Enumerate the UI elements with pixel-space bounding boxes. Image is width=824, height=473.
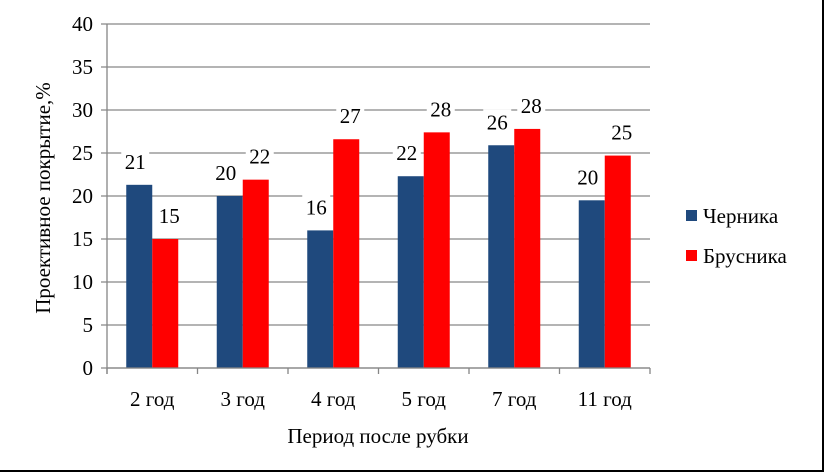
gridlines bbox=[101, 23, 650, 374]
bars bbox=[126, 128, 631, 368]
data-label-bg bbox=[211, 160, 240, 184]
bar-chernika bbox=[488, 145, 515, 368]
data-label: 21 bbox=[125, 150, 146, 174]
y-tick-label: 0 bbox=[83, 356, 94, 380]
x-axis: 2 год 3 год 4 год 5 год 7 год 11 год bbox=[106, 367, 651, 411]
data-label-bg bbox=[336, 103, 365, 128]
data-label-bg bbox=[302, 194, 331, 219]
x-tick-label: 3 год bbox=[221, 387, 266, 411]
y-tick-label: 40 bbox=[72, 12, 93, 36]
data-label-bg bbox=[155, 203, 184, 227]
data-label-bg bbox=[121, 148, 150, 173]
x-tick-label: 5 год bbox=[402, 387, 447, 411]
data-labels: 21 15 20 22 16 27 22 28 26 28 20 25 bbox=[121, 92, 636, 228]
y-tick-label: 25 bbox=[72, 141, 93, 165]
bar-chernika bbox=[126, 184, 153, 368]
data-label: 28 bbox=[430, 97, 451, 121]
data-label-bg bbox=[245, 143, 274, 168]
bar-chernika bbox=[216, 196, 243, 368]
data-label: 26 bbox=[487, 110, 508, 134]
data-label: 20 bbox=[215, 161, 236, 185]
data-label: 20 bbox=[577, 165, 598, 189]
x-tick-label: 7 год bbox=[492, 387, 537, 411]
y-axis-ticks: 0 5 10 15 20 25 30 35 40 bbox=[72, 12, 93, 380]
bar-chernika bbox=[307, 230, 334, 368]
bar-brusnika bbox=[333, 139, 360, 368]
bar-brusnika bbox=[423, 132, 450, 368]
data-label-bg bbox=[573, 164, 602, 189]
data-label-bg bbox=[517, 92, 546, 117]
bar-brusnika bbox=[514, 128, 541, 368]
data-label-bg bbox=[392, 140, 421, 165]
legend-label-0: Черника bbox=[703, 204, 779, 228]
data-label: 16 bbox=[306, 195, 327, 219]
data-label: 22 bbox=[249, 145, 270, 169]
bar-brusnika bbox=[242, 179, 269, 368]
data-label: 28 bbox=[521, 94, 542, 118]
legend: Черника Брусника bbox=[686, 204, 787, 268]
data-label: 22 bbox=[396, 141, 417, 165]
bar-chernika bbox=[578, 200, 605, 368]
data-label-bg bbox=[426, 96, 455, 121]
y-tick-label: 30 bbox=[72, 98, 93, 122]
data-label-bg bbox=[483, 109, 512, 134]
legend-label-1: Брусника bbox=[703, 244, 787, 268]
data-label: 15 bbox=[159, 204, 180, 228]
y-tick-label: 20 bbox=[72, 184, 93, 208]
y-tick-label: 5 bbox=[83, 313, 94, 337]
y-tick-label: 10 bbox=[72, 270, 93, 294]
legend-swatch-1 bbox=[686, 250, 697, 261]
data-label-bg bbox=[607, 119, 636, 144]
x-tick-label: 4 год bbox=[311, 387, 356, 411]
x-tick-label: 2 год bbox=[130, 387, 175, 411]
y-axis-title: Проективное покрытие,% bbox=[31, 82, 55, 314]
data-label: 27 bbox=[340, 104, 361, 128]
x-tick-label: 11 год bbox=[578, 387, 632, 411]
bar-brusnika bbox=[152, 239, 179, 368]
legend-swatch-0 bbox=[686, 210, 697, 221]
y-tick-label: 15 bbox=[72, 227, 93, 251]
x-axis-title: Период после рубки bbox=[287, 424, 468, 448]
bar-chernika bbox=[397, 176, 424, 368]
y-tick-label: 35 bbox=[72, 55, 93, 79]
data-label: 25 bbox=[611, 121, 632, 145]
bar-brusnika bbox=[604, 155, 631, 368]
